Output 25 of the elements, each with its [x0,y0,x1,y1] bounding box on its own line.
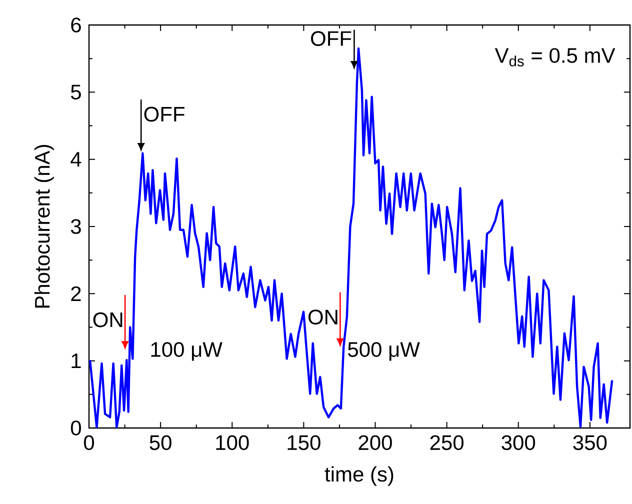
y-tick-label: 4 [70,152,82,167]
y-tick-label: 1 [72,354,81,368]
annotation: V$_{ds}$ = 0.5 mV [494,48,616,66]
y-axis-title: Photocurrent (nA) [34,144,54,308]
x-tick-label: 350 [573,435,607,450]
x-tick-label: 200 [358,435,392,450]
x-tick-label: 50 [150,435,172,450]
y-tick-label: 6 [71,18,81,32]
annotation: OFF [311,31,352,46]
y-tick-label: 0 [70,420,81,436]
y-tick-label: 3 [70,219,81,234]
y-tick-label: 5 [70,84,81,100]
annotation: ON [308,310,338,325]
x-tick-label: 250 [430,435,464,450]
x-tick-label: 100 [216,435,249,450]
annotation: ON [93,312,122,328]
annotation: 500 μW [348,342,420,361]
line-series [89,47,614,428]
y-tick-label: 2 [71,286,81,301]
x-tick-label: 0 [84,435,94,450]
x-axis-title: time (s) [324,466,394,486]
annotation: 100 μW [151,342,222,361]
annotation: OFF [144,106,184,122]
x-tick-label: 300 [502,435,536,450]
x-tick-label: 150 [288,435,320,450]
